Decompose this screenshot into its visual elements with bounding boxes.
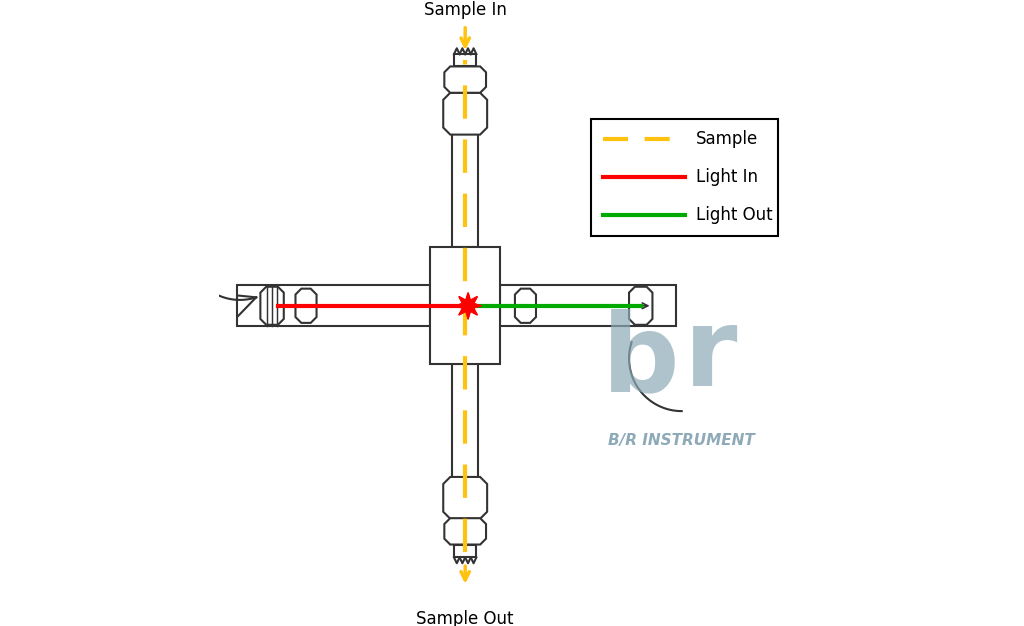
Polygon shape	[456, 293, 481, 319]
Polygon shape	[444, 518, 486, 545]
Polygon shape	[629, 287, 652, 325]
Text: Sample: Sample	[696, 130, 759, 148]
Text: B/R INSTRUMENT: B/R INSTRUMENT	[608, 433, 755, 448]
FancyBboxPatch shape	[430, 247, 501, 364]
Polygon shape	[443, 477, 487, 519]
FancyBboxPatch shape	[591, 118, 778, 235]
Text: Light In: Light In	[696, 168, 759, 186]
Polygon shape	[515, 289, 536, 323]
Polygon shape	[260, 287, 284, 325]
Text: Light Out: Light Out	[696, 206, 773, 224]
FancyBboxPatch shape	[454, 545, 476, 557]
Text: Sample Out: Sample Out	[417, 610, 514, 626]
Text: b: b	[602, 309, 680, 414]
FancyBboxPatch shape	[454, 54, 476, 66]
Text: Sample In: Sample In	[424, 1, 507, 19]
Polygon shape	[443, 93, 487, 135]
Polygon shape	[296, 289, 316, 323]
FancyBboxPatch shape	[237, 285, 430, 326]
FancyBboxPatch shape	[452, 118, 478, 247]
FancyBboxPatch shape	[501, 285, 676, 326]
FancyBboxPatch shape	[452, 364, 478, 493]
Text: r: r	[684, 302, 737, 409]
Polygon shape	[444, 66, 486, 93]
